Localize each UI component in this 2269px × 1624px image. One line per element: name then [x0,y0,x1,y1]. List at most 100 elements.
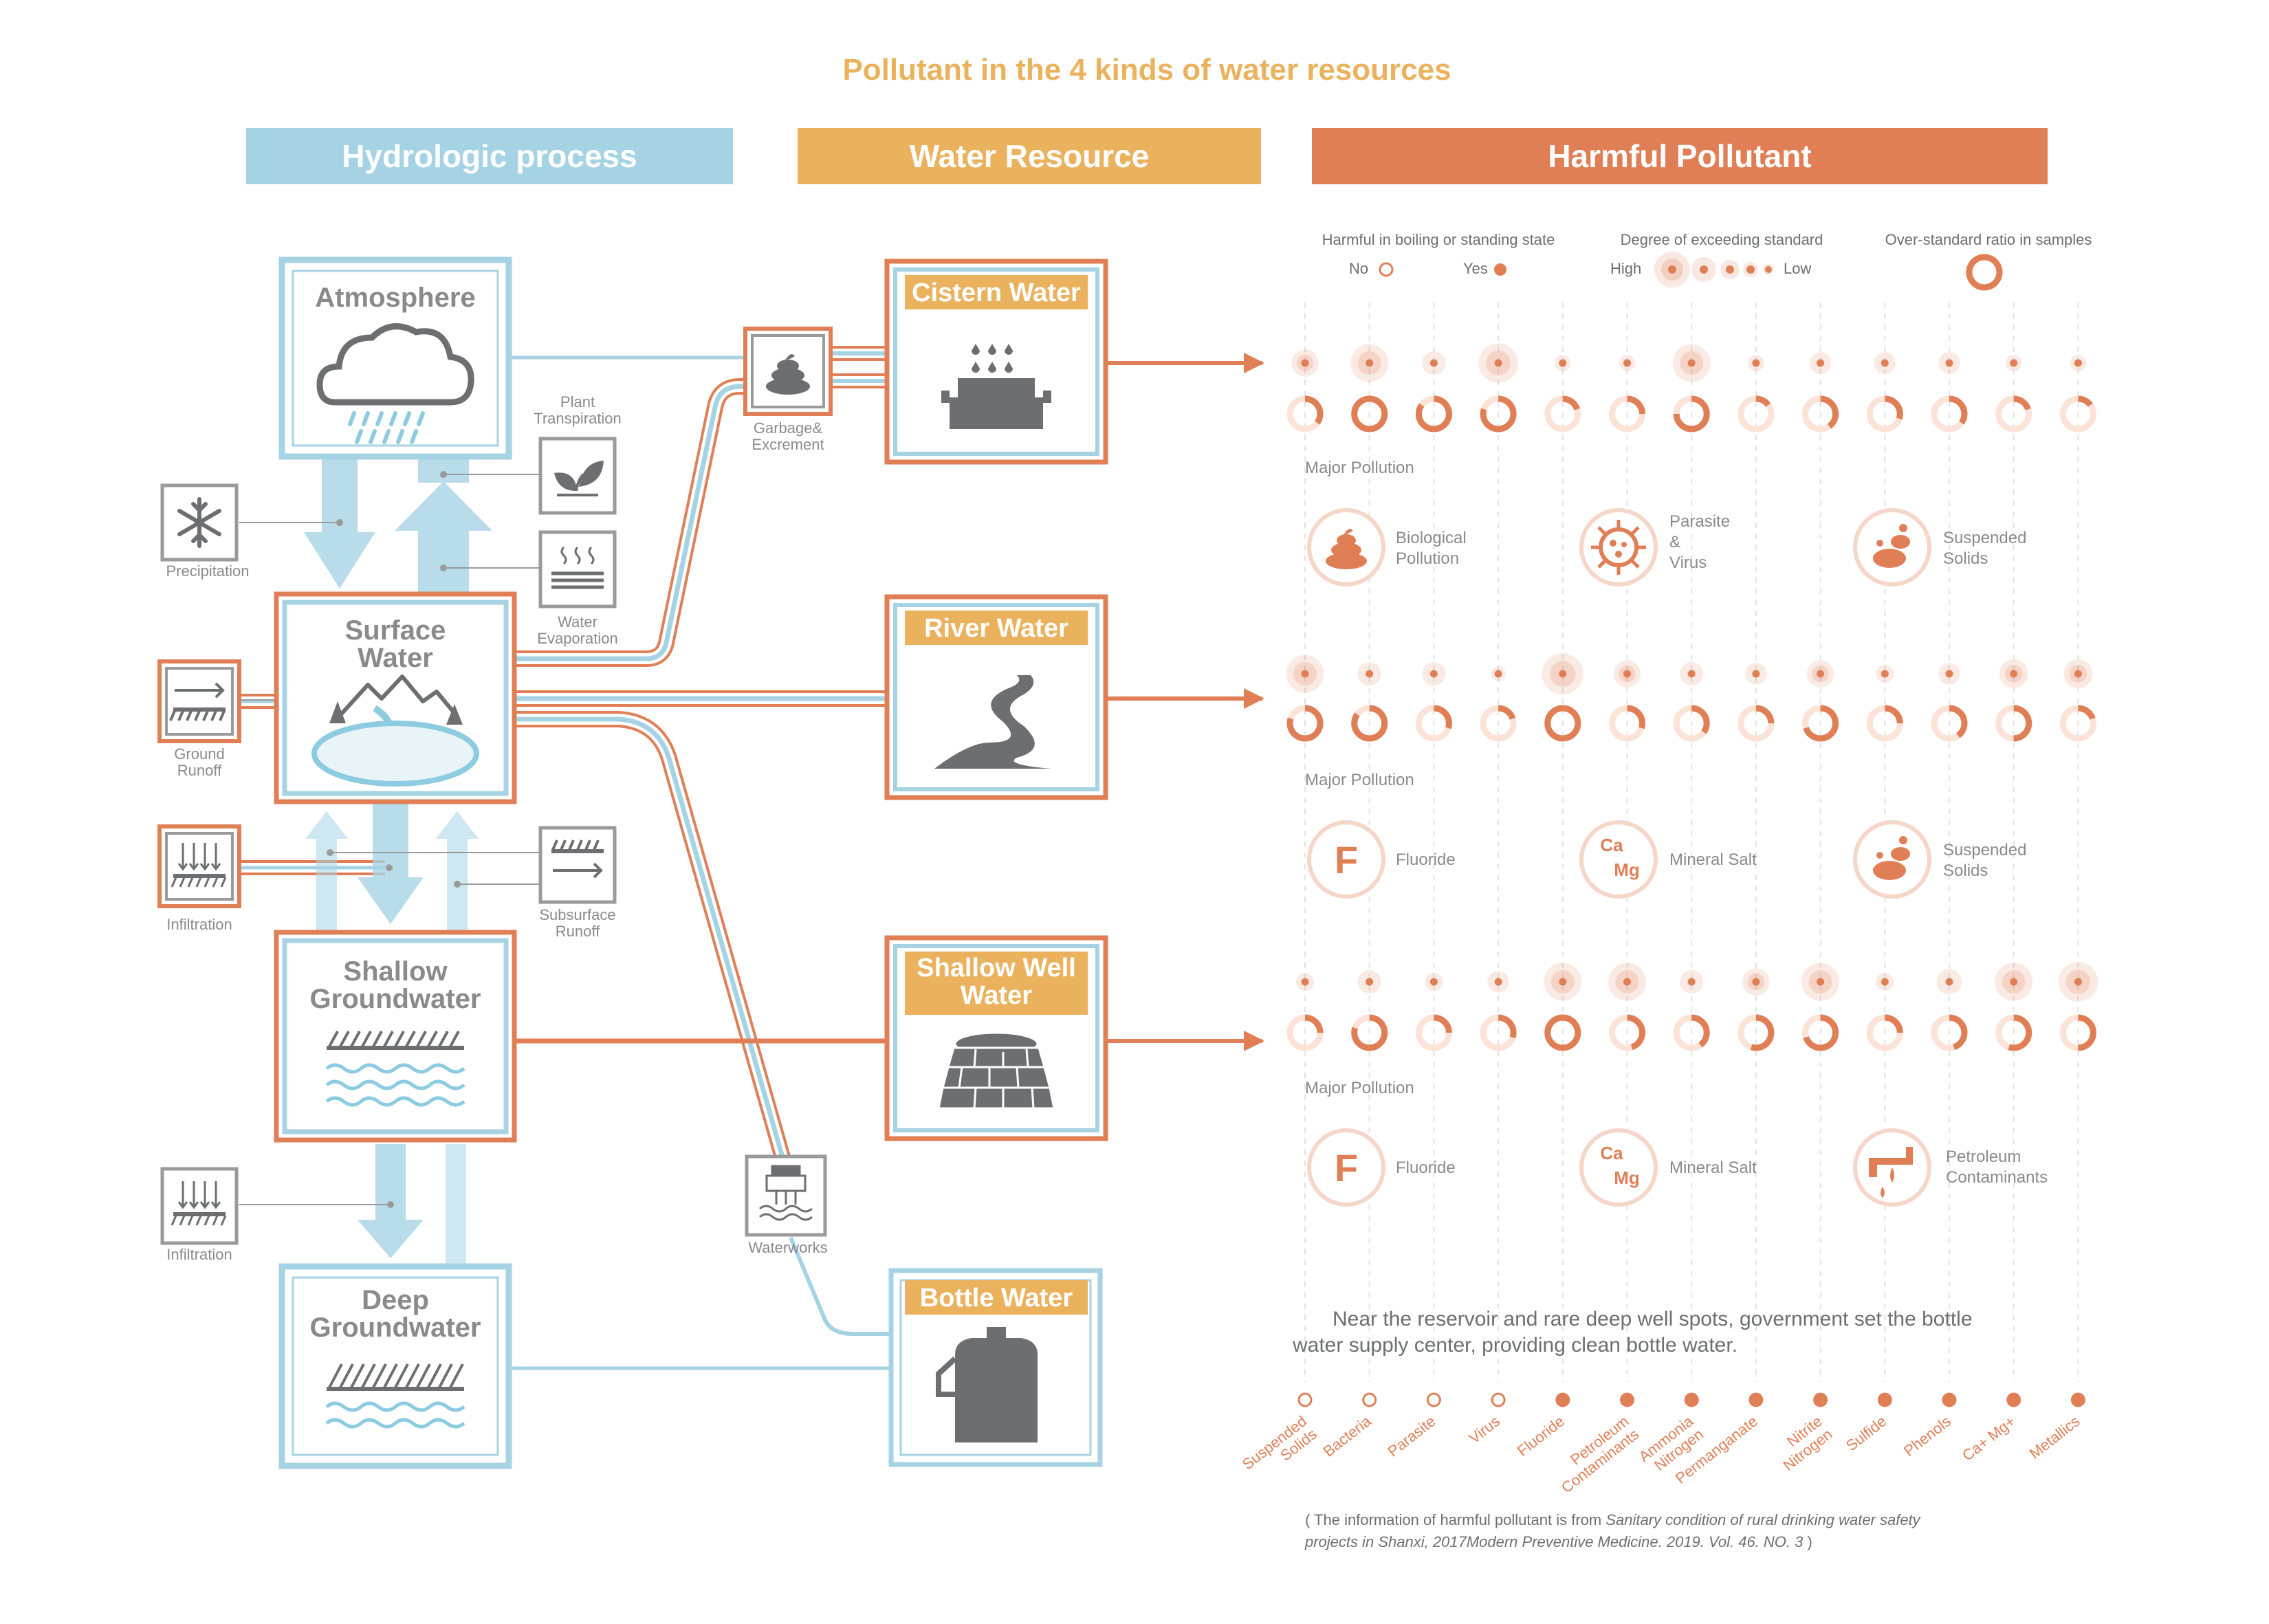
major-row-river: F Fluoride Ca Mg Mineral Salt Suspended … [1307,820,2026,899]
ratio-ring-fill [1738,705,1775,742]
degree-dot [1301,359,1309,367]
box-atmosphere: Atmosphere [278,256,512,460]
mineral-mg-icon: Mg [1614,859,1640,880]
excrement-icon [766,354,810,395]
degree-dot [2074,670,2082,678]
ratio-ring-fill [1351,1014,1388,1051]
ground-runoff-label-1: Ground [174,745,224,762]
pollutant-label: Metallics [2026,1412,2083,1462]
ratio-ring-fill [1995,395,2032,432]
degree-dot [1623,359,1631,367]
legend-high-label: High [1610,260,1641,277]
harmful-no-marker [1297,1392,1313,1407]
ratio-ring-fill [2059,705,2096,742]
cistern-icon [941,344,1051,429]
ratio-ring-fill [1931,395,1968,432]
water-evaporation-label-2: Evaporation [537,630,617,647]
degree-dot [1494,670,1502,678]
deep-groundwater-label-1: Deep [362,1285,429,1315]
degree-dot [1559,670,1567,678]
box-subsurface-runoff: Subsurface Runoff [538,826,617,940]
flow-shallow-to-deep [358,1144,466,1264]
ratio-ring-fill [1415,395,1452,432]
citation-line-2c: ) [1803,1533,1812,1550]
header-hydrologic-process: Hydrologic process [246,128,733,184]
atmosphere-label: Atmosphere [315,283,475,313]
box-garbage-excrement: Garbage& Excrement [743,327,833,453]
subsurface-runoff-label-1: Subsurface [539,906,615,923]
ratio-ring-fill [1480,1014,1517,1051]
ground-runoff-label-2: Runoff [177,762,222,779]
infiltration-label-1: Infiltration [166,916,232,933]
legend-no-label: No [1349,260,1368,277]
degree-dot [1623,978,1631,986]
pollutant-label-line: Fluoride [1514,1412,1568,1460]
citation-line-1a: ( The information of harmful pollutant i… [1305,1511,1605,1528]
ratio-ring-fill [1802,1014,1839,1051]
subsurface-runoff-label-2: Runoff [556,923,600,940]
harmful-yes-marker [1813,1392,1828,1407]
degree-dot [1687,359,1696,367]
ratio-ring-fill [1480,705,1517,742]
cloud-rain-icon [316,323,474,444]
harmful-no-marker [1491,1392,1506,1407]
suspended-solids-icon [1873,524,1910,568]
ratio-ring-fill [1286,1014,1324,1051]
major-mineral-3: Mineral Salt [1669,1159,1757,1177]
major-row-cistern: Biological Pollution Parasite & Virus [1307,508,2026,586]
degree-dot [1494,359,1502,367]
major-suspended2-line-2: Solids [1943,862,1988,880]
box-waterworks: Waterworks [745,1154,828,1256]
degree-dot [1623,670,1631,678]
precipitation-label: Precipitation [166,562,249,580]
pipe-surface-to-waterworks [514,711,792,1165]
degree-dot [1752,359,1760,367]
ratio-ring-fill [1738,395,1775,432]
ratio-ring-fill [1738,1014,1775,1051]
degree-dot [1429,359,1438,367]
major-suspended-line-1: Suspended [1943,529,2026,547]
pollutant-label-line: Metallics [2026,1412,2083,1462]
waterworks-icon [759,1165,813,1221]
infiltration-arrows-icon [171,1181,227,1226]
pollutant-label-line: Sulfide [1843,1412,1889,1454]
plant-transpiration-label-2: Transpiration [534,410,622,427]
well-icon [937,1031,1055,1110]
degree-dot [1559,978,1567,986]
degree-dot [1752,670,1760,678]
shallow-well-water-label-1: Shallow Well [917,954,1076,983]
major-fluoride-3: Fluoride [1396,1159,1456,1177]
river-icon [934,675,1051,769]
flow-precipitation-down [304,455,375,589]
deep-groundwater-label-2: Groundwater [310,1313,481,1343]
major-biological-line-1: Biological [1396,529,1467,547]
degree-dot [1817,359,1825,367]
mineral-ca-icon: Ca [1600,1143,1623,1163]
pipe-garbage-to-cistern [831,346,894,388]
harmful-yes-marker [1555,1392,1570,1407]
ratio-ring-fill [1286,705,1324,742]
degree-dot [1945,978,1953,986]
degree-dot [2074,978,2082,986]
citation-line-1: ( The information of harmful pollutant i… [1305,1511,1922,1528]
degree-dot [1945,359,1953,367]
header-harmful-pollutant: Harmful Pollutant [1312,128,2048,184]
ratio-ring-fill [1609,395,1645,432]
box-water-evaporation: Water Evaporation [537,530,618,647]
shallow-groundwater-label-2: Groundwater [310,984,481,1014]
leaf-icon [554,461,604,496]
garbage-label-2: Excrement [752,436,824,453]
water-evaporation-label-1: Water [558,613,598,630]
ratio-ring-fill [1286,395,1324,432]
major-pollution-label-2: Major Pollution [1305,771,1414,789]
legend-harmful-label: Harmful in boiling or standing state [1322,231,1555,248]
legend-ratio-ring [1966,254,2003,291]
harmful-yes-marker [1877,1392,1892,1407]
major-parasite-line-3: Virus [1669,553,1707,572]
pollutant-label: Virus [1466,1412,1504,1447]
surface-water-label-2: Water [358,643,433,673]
ratio-ring-fill [2059,395,2096,432]
ratio-ring-fill [1415,1014,1452,1051]
pollutant-label-line: Virus [1466,1412,1504,1447]
